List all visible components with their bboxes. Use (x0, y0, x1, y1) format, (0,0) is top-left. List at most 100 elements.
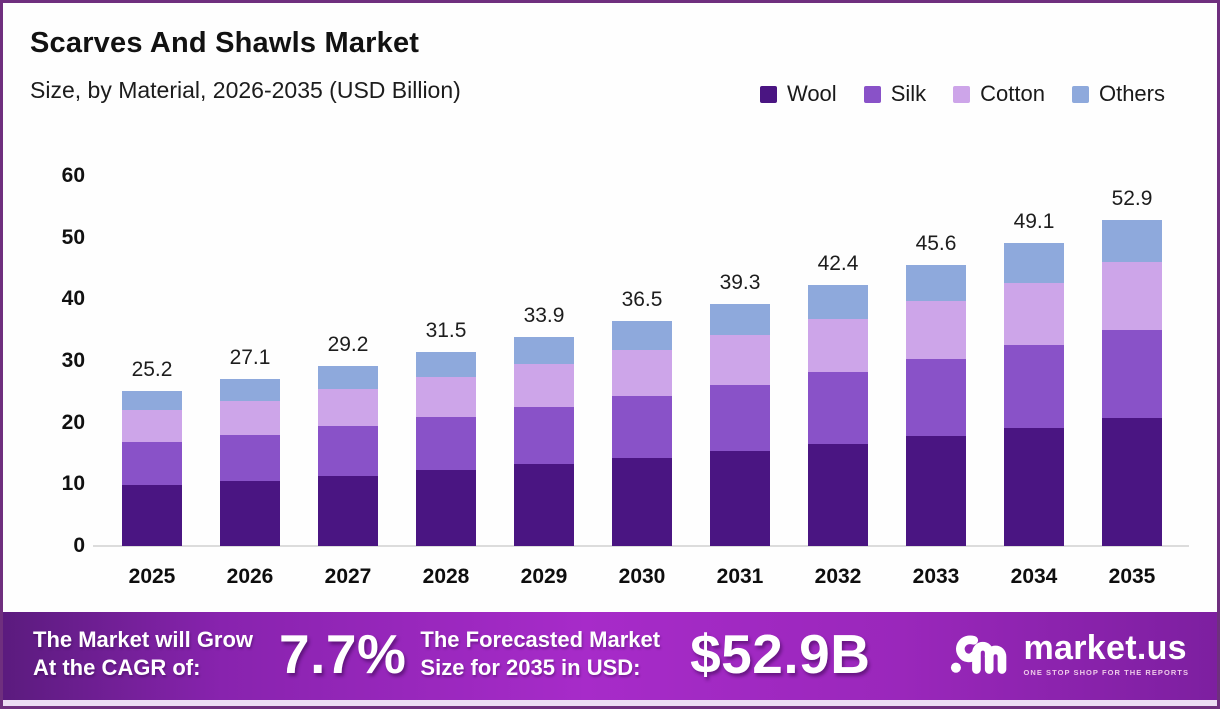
bar-segment-wool-2029 (514, 464, 574, 546)
bar-segment-silk-2035 (1102, 329, 1162, 419)
bar-group-2025: 25.2 (103, 176, 201, 546)
stacked-bar-2030 (612, 320, 672, 546)
bar-segment-cotton-2033 (906, 301, 966, 359)
x-tick-2028: 2028 (422, 565, 470, 588)
bar-group-2030: 36.5 (593, 176, 691, 546)
bar-segment-wool-2030 (612, 457, 672, 546)
legend-label: Wool (786, 81, 837, 106)
bar-segment-wool-2028 (416, 470, 476, 546)
stacked-bar-2025 (122, 390, 182, 546)
brand-text: market.us ONE STOP SHOP FOR THE REPORTS (1024, 631, 1189, 677)
y-tick-20: 20 (61, 410, 85, 434)
bar-total-label-2027: 29.2 (327, 332, 369, 356)
forecast-label-line2: Size for 2035 in USD: (420, 655, 641, 680)
bar-segment-wool-2026 (220, 480, 280, 546)
bar-segment-silk-2029 (514, 406, 574, 464)
bar-group-2026: 27.1 (201, 176, 299, 546)
x-tick-2034: 2034 (1010, 565, 1058, 588)
cagr-label-line1: The Market will Grow (33, 627, 254, 653)
bar-segment-silk-2025 (122, 442, 182, 485)
bar-group-2033: 45.6 (887, 176, 985, 546)
y-tick-40: 40 (61, 287, 85, 311)
bar-segment-silk-2026 (220, 435, 280, 481)
y-tick-10: 10 (61, 472, 85, 496)
bar-total-label-2025: 25.2 (131, 357, 173, 381)
bar-segment-cotton-2026 (220, 400, 280, 436)
bar-segment-wool-2025 (122, 484, 182, 546)
bar-segment-silk-2034 (1004, 345, 1064, 428)
bar-segment-silk-2030 (612, 396, 672, 458)
bar-segment-cotton-2031 (710, 335, 770, 385)
x-tick-2033: 2033 (912, 565, 960, 588)
bar-segment-cotton-2030 (612, 349, 672, 397)
chart-subtitle: Size, by Material, 2026-2035 (USD Billio… (30, 77, 461, 103)
bar-segment-wool-2033 (906, 435, 966, 546)
stacked-bar-2029 (514, 336, 574, 546)
forecast-value: $52.9B (690, 623, 871, 685)
bar-segment-others-2027 (318, 366, 378, 390)
bar-group-2035: 52.9 (1083, 176, 1181, 546)
bar-segment-others-2029 (514, 336, 574, 365)
bar-segment-others-2032 (808, 284, 868, 319)
silk-swatch-icon (863, 85, 881, 103)
legend-item-cotton: Cotton (953, 81, 1045, 107)
marketus-logo-icon (950, 635, 1006, 674)
bar-segment-silk-2027 (318, 426, 378, 476)
stacked-bar-2026 (220, 378, 280, 546)
plot-area: 25.2 27.1 29.2 31.5 33.9 36.5 39.3 42.4 45.6 49.1… (103, 176, 1181, 546)
bar-group-2034: 49.1 (985, 176, 1083, 546)
cagr-label: The Market will Grow At the CAGR of: (33, 626, 253, 682)
legend-label: Silk (890, 81, 927, 106)
bar-segment-others-2025 (122, 390, 182, 411)
bar-segment-others-2028 (416, 351, 476, 378)
bar-segment-silk-2033 (906, 358, 966, 436)
bar-group-2028: 31.5 (397, 176, 495, 546)
forecast-label: The Forecasted Market Size for 2035 in U… (420, 626, 660, 682)
bar-segment-wool-2035 (1102, 418, 1162, 546)
forecast-label-line1: The Forecasted Market (420, 627, 661, 653)
bar-segment-cotton-2029 (514, 364, 574, 407)
others-swatch-icon (1071, 85, 1089, 103)
bar-segment-others-2031 (710, 303, 770, 335)
x-axis-line (93, 545, 1189, 547)
bar-group-2032: 42.4 (789, 176, 887, 546)
bar-total-label-2032: 42.4 (817, 251, 859, 275)
bar-segment-wool-2031 (710, 451, 770, 546)
bar-segment-wool-2032 (808, 443, 868, 546)
banner-bottom-strip (3, 700, 1217, 706)
kpi-banner: The Market will Grow At the CAGR of: 7.7… (3, 612, 1217, 700)
bar-segment-others-2035 (1102, 219, 1162, 263)
brand-logo: market.us ONE STOP SHOP FOR THE REPORTS (950, 629, 1189, 679)
stacked-bar-2031 (710, 303, 770, 546)
legend: Wool Silk Cotton Others (759, 81, 1165, 107)
bar-total-label-2028: 31.5 (425, 318, 467, 342)
legend-item-wool: Wool (759, 81, 837, 107)
bar-total-label-2034: 49.1 (1013, 210, 1055, 234)
legend-label: Cotton (980, 81, 1045, 106)
x-tick-2026: 2026 (226, 565, 274, 588)
y-tick-60: 60 (61, 164, 85, 187)
bar-segment-others-2030 (612, 320, 672, 350)
bar-segment-cotton-2034 (1004, 282, 1064, 346)
x-tick-2032: 2032 (814, 565, 862, 588)
bar-segment-cotton-2035 (1102, 262, 1162, 330)
y-tick-50: 50 (61, 225, 85, 249)
cotton-swatch-icon (953, 85, 971, 103)
stacked-bar-2027 (318, 366, 378, 546)
bar-total-label-2030: 36.5 (621, 287, 663, 311)
x-tick-2031: 2031 (716, 565, 764, 588)
bar-segment-silk-2028 (416, 417, 476, 471)
bar-total-label-2029: 33.9 (523, 303, 565, 327)
x-tick-2035: 2035 (1108, 565, 1156, 588)
x-tick-2027: 2027 (324, 565, 372, 588)
bar-segment-wool-2034 (1004, 427, 1064, 546)
bar-group-2031: 39.3 (691, 176, 789, 546)
bar-total-label-2035: 52.9 (1111, 186, 1153, 210)
cagr-value: 7.7% (279, 623, 407, 685)
wool-swatch-icon (759, 85, 777, 103)
bar-segment-cotton-2025 (122, 410, 182, 443)
bar-segment-others-2033 (906, 264, 966, 302)
bar-total-label-2033: 45.6 (915, 231, 957, 255)
legend-item-others: Others (1071, 81, 1165, 107)
